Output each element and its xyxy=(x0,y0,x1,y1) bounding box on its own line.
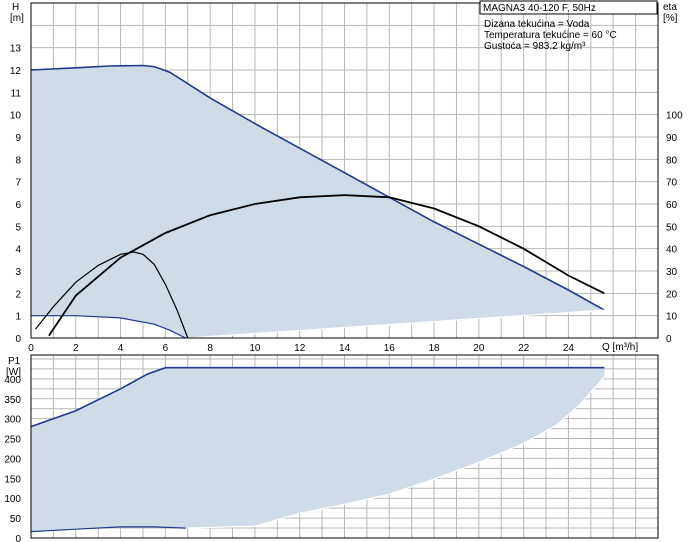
power-tick-label: 350 xyxy=(4,395,21,406)
operating-area-head xyxy=(31,65,605,338)
tick-labels: 0 2 4 6 8 10 12 14 16 18 20 22 240123456789101112130… xyxy=(4,44,683,542)
eta-min-curve xyxy=(35,251,189,339)
x-tick-label: 6 xyxy=(163,343,169,354)
y-left-tick-label: 8 xyxy=(15,155,21,166)
x-tick-label: 24 xyxy=(563,343,575,354)
x-tick-label: 10 xyxy=(249,343,261,354)
y-right-tick-label: 90 xyxy=(666,133,678,144)
y-left-tick-label: 9 xyxy=(15,133,21,144)
y-left-tick-label: 0 xyxy=(15,334,21,345)
power-min-curve xyxy=(30,526,186,533)
lower-plot-frame xyxy=(30,354,659,539)
x-tick-label: 18 xyxy=(429,343,441,354)
y-left-tick-label: 10 xyxy=(10,111,22,122)
y-right-tick-label: 100 xyxy=(666,111,683,122)
head-max-curve xyxy=(30,64,605,311)
x-tick-label: 2 xyxy=(73,343,79,354)
y-right-tick-label: 0 xyxy=(666,334,672,345)
x-tick-label: 0 xyxy=(28,343,34,354)
y-left-label-lower-1: P1 xyxy=(8,356,21,367)
y-right-label-1: eta xyxy=(663,2,677,13)
power-tick-label: 150 xyxy=(4,474,21,485)
x-tick-label: 12 xyxy=(294,343,306,354)
power-tick-label: 0 xyxy=(15,534,21,542)
y-right-tick-label: 10 xyxy=(666,312,678,323)
chart-title: MAGNA3 40-120 F, 50Hz xyxy=(483,3,596,14)
head-min-curve xyxy=(31,315,186,339)
y-left-tick-label: 4 xyxy=(15,245,21,256)
power-tick-label: 250 xyxy=(4,435,21,446)
x-tick-label: 4 xyxy=(118,343,124,354)
y-left-tick-label: 3 xyxy=(15,267,21,278)
upper-plot-frame xyxy=(30,2,659,339)
x-tick-label: 22 xyxy=(518,343,530,354)
y-right-label-2: [%] xyxy=(663,13,678,24)
y-right-tick-label: 50 xyxy=(666,222,678,233)
title-box xyxy=(479,0,658,15)
power-max-curve xyxy=(30,366,605,428)
y-left-tick-label: 2 xyxy=(15,289,21,300)
operating-area-power xyxy=(31,367,605,532)
y-left-tick-label: 12 xyxy=(10,66,22,77)
y-left-tick-label: 13 xyxy=(10,44,22,55)
y-left-label-upper-2: [m] xyxy=(10,13,24,24)
area-lower-edge xyxy=(187,309,605,339)
x-tick-label: 16 xyxy=(384,343,396,354)
x-axis-label: Q [m³/h] xyxy=(602,342,638,353)
power-tick-label: 300 xyxy=(4,415,21,426)
y-left-label-upper-1: H xyxy=(12,2,19,13)
annotation-density: Gustoća = 983.2 kg/m³ xyxy=(484,41,586,52)
y-left-tick-label: 11 xyxy=(11,88,22,99)
y-left-label-lower-2: [W] xyxy=(6,367,21,378)
power-tick-label: 50 xyxy=(10,514,22,525)
y-right-tick-label: 40 xyxy=(666,245,678,256)
y-right-tick-label: 60 xyxy=(666,200,678,211)
power-tick-label: 200 xyxy=(4,454,21,465)
power-tick-label: 400 xyxy=(4,375,21,386)
power-area-edge xyxy=(187,376,605,529)
y-left-tick-label: 7 xyxy=(15,178,21,189)
annotation-fluid: Dizana tekućina = Voda xyxy=(484,19,590,30)
x-tick-label: 20 xyxy=(473,343,485,354)
x-tick-label: 8 xyxy=(207,343,213,354)
y-right-tick-label: 30 xyxy=(666,267,678,278)
y-right-tick-label: 80 xyxy=(666,155,678,166)
y-left-tick-label: 6 xyxy=(15,200,21,211)
x-tick-label: 14 xyxy=(339,343,351,354)
y-left-tick-label: 1 xyxy=(15,312,21,323)
y-right-tick-label: 70 xyxy=(666,178,678,189)
lower-curves xyxy=(30,366,605,533)
annotation-temperature: Temperatura tekućine = 60 °C xyxy=(484,30,617,41)
power-tick-label: 100 xyxy=(4,494,21,505)
y-right-tick-label: 20 xyxy=(666,289,678,300)
upper-curves xyxy=(30,64,605,339)
y-left-tick-label: 5 xyxy=(15,222,21,233)
